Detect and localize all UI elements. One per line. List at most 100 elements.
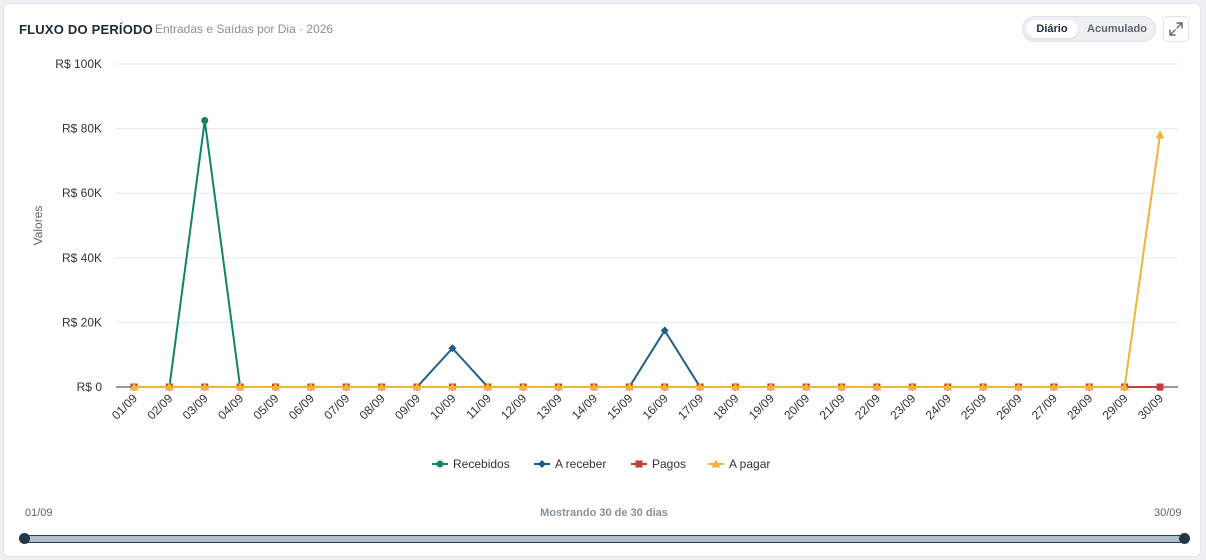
data-point	[200, 382, 210, 391]
x-tick-label: 19/09	[746, 391, 777, 422]
y-axis-label: Valores	[31, 206, 45, 246]
data-point	[801, 382, 811, 391]
legend-marker	[635, 460, 643, 468]
data-point	[447, 382, 457, 391]
x-tick-label: 04/09	[215, 391, 246, 422]
legend-label: Recebidos	[453, 457, 510, 471]
y-tick-label: R$ 20K	[62, 315, 102, 329]
data-point	[448, 344, 457, 353]
range-handle-end[interactable]	[1179, 533, 1190, 544]
y-tick-label: R$ 0	[77, 380, 103, 394]
x-tick-label: 10/09	[427, 391, 458, 422]
x-tick-label: 08/09	[357, 391, 388, 422]
legend-label: A pagar	[729, 457, 770, 471]
range-slider-track[interactable]	[25, 535, 1185, 543]
data-point	[624, 382, 634, 391]
toggle-acumulado[interactable]: Acumulado	[1087, 23, 1147, 35]
chart-title: FLUXO DO PERÍODO	[19, 22, 153, 37]
series-a-pagar	[129, 130, 1165, 391]
data-point	[306, 382, 316, 391]
x-tick-label: 02/09	[144, 391, 175, 422]
range-handle-start[interactable]	[19, 533, 30, 544]
data-point	[518, 382, 528, 391]
y-tick-label: R$ 100K	[55, 57, 102, 71]
data-point	[1084, 382, 1094, 391]
data-point	[483, 382, 493, 391]
legend-item: Pagos	[631, 457, 686, 471]
x-tick-label: 07/09	[321, 391, 352, 422]
data-point	[872, 382, 882, 391]
legend-label: A receber	[555, 457, 606, 471]
series-a-receber	[130, 326, 1164, 391]
data-point	[907, 382, 917, 391]
data-point	[164, 382, 174, 391]
data-point	[1120, 382, 1130, 391]
legend-marker	[538, 460, 546, 468]
x-tick-label: 18/09	[710, 391, 741, 422]
x-tick-label: 21/09	[817, 391, 848, 422]
x-tick-label: 15/09	[604, 391, 635, 422]
range-end-label: 30/09	[1154, 507, 1182, 519]
data-point	[660, 326, 669, 335]
data-point	[695, 382, 705, 391]
series-line	[134, 329, 1160, 388]
x-tick-label: 20/09	[781, 391, 812, 422]
legend-item: Recebidos	[432, 457, 510, 471]
line-chart: R$ 0 R$ 20K R$ 40K R$ 60K R$ 80K R$ 100K Valor…	[31, 57, 1178, 471]
x-tick-label: 25/09	[958, 391, 989, 422]
data-point	[978, 382, 988, 391]
x-tick-label: 03/09	[180, 391, 211, 422]
data-point	[554, 382, 564, 391]
series-line	[134, 134, 1161, 388]
data-point	[412, 382, 422, 391]
expand-button[interactable]	[1163, 16, 1189, 42]
data-point	[837, 382, 847, 391]
chart-card: FLUXO DO PERÍODO Entradas e Saídas por D…	[3, 3, 1201, 557]
x-tick-label: 23/09	[887, 391, 918, 422]
y-tick-label: R$ 40K	[62, 251, 102, 265]
range-status: Mostrando 30 de 30 dias	[540, 507, 668, 519]
x-tick-label: 01/09	[109, 391, 140, 422]
legend-item: A receber	[534, 457, 606, 471]
data-point	[1013, 382, 1023, 391]
x-tick-label: 06/09	[286, 391, 317, 422]
legend-item: A pagar	[708, 457, 770, 471]
x-tick-label: 28/09	[1064, 391, 1095, 422]
x-tick-label: 05/09	[251, 391, 282, 422]
chart-subtitle: Entradas e Saídas por Dia · 2026	[155, 22, 334, 36]
data-point	[235, 382, 245, 391]
y-tick-label: R$ 80K	[62, 122, 102, 136]
legend-marker	[436, 460, 444, 468]
x-tick-label: 13/09	[534, 391, 565, 422]
data-point	[943, 382, 953, 391]
data-point	[129, 382, 139, 391]
data-point	[766, 382, 776, 391]
x-tick-label: 16/09	[640, 391, 671, 422]
toggle-diario[interactable]: Diário	[1026, 20, 1078, 38]
x-tick-label: 29/09	[1100, 391, 1131, 422]
legend-marker	[711, 459, 721, 468]
x-tick-label: 22/09	[852, 391, 883, 422]
data-point	[271, 382, 281, 391]
data-point	[201, 117, 209, 125]
x-tick-label: 11/09	[463, 391, 494, 422]
x-tick-label: 09/09	[392, 391, 423, 422]
x-tick-label: 26/09	[993, 391, 1024, 422]
expand-icon	[1169, 22, 1183, 36]
data-point	[377, 382, 387, 391]
x-tick-label: 17/09	[675, 391, 706, 422]
data-point	[589, 382, 599, 391]
data-point	[1049, 382, 1059, 391]
x-tick-label: 12/09	[498, 391, 529, 422]
series-recebidos	[130, 117, 1164, 391]
view-toggle: Diário Acumulado	[1022, 16, 1156, 42]
data-point	[1155, 130, 1165, 139]
x-tick-label: 30/09	[1135, 391, 1166, 422]
range-start-label: 01/09	[25, 507, 53, 519]
data-point	[341, 382, 351, 391]
y-tick-label: R$ 60K	[62, 186, 102, 200]
x-tick-label: 27/09	[1029, 391, 1060, 422]
x-tick-label: 14/09	[569, 391, 600, 422]
legend-label: Pagos	[652, 457, 686, 471]
data-point	[660, 382, 670, 391]
